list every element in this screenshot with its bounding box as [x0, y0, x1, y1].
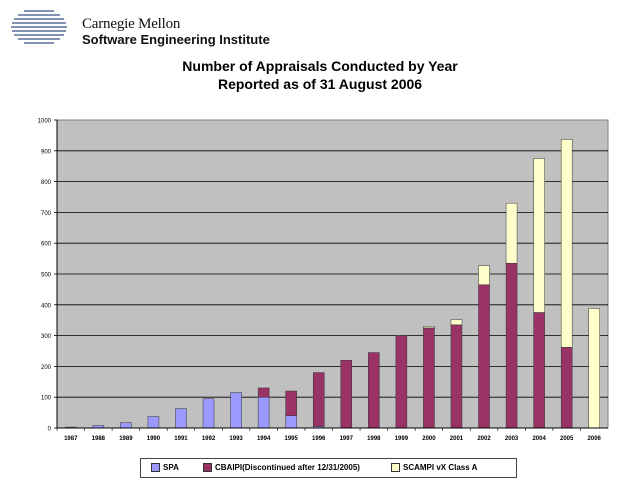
x-tick-label: 2004 — [532, 436, 546, 442]
x-tick-label: 1994 — [257, 436, 271, 442]
bar-segment — [478, 284, 490, 429]
y-tick-label: 800 — [41, 180, 52, 186]
bar-segment — [230, 392, 242, 429]
x-tick-label: 2003 — [505, 436, 519, 442]
y-tick-label: 300 — [41, 334, 52, 340]
x-tick-label: 1996 — [312, 436, 326, 442]
x-tick-label: 1989 — [119, 436, 133, 442]
legend-item-cbaipi: CBAIPI(Discontinued after 12/31/2005) — [203, 463, 360, 473]
bar-segment — [478, 265, 490, 286]
x-tick-label: 2005 — [560, 436, 574, 442]
bar-segment — [395, 335, 408, 429]
bar-segment — [340, 359, 353, 429]
bar-segment — [285, 390, 297, 416]
legend-label-cbaipi: CBAIPI(Discontinued after 12/31/2005) — [215, 463, 360, 472]
chart-subtitle: Reported as of 31 August 2006 — [217, 76, 423, 92]
x-tick-label: 1991 — [174, 436, 188, 442]
chart-title: Number of Appraisals Conducted by Year — [182, 58, 458, 74]
x-tick-label: 1997 — [340, 436, 354, 442]
y-tick-label: 1000 — [38, 119, 52, 125]
bar-segment — [533, 312, 545, 429]
y-tick-label: 200 — [41, 365, 52, 371]
y-tick-label: 600 — [41, 242, 52, 248]
bar-segment — [147, 416, 160, 429]
bar-segment — [560, 347, 573, 429]
bar-segment — [257, 396, 270, 429]
legend-label-scampi: SCAMPI vX Class A — [403, 463, 478, 472]
x-tick-label: 1988 — [92, 436, 106, 442]
chart-legend: SPA CBAIPI(Discontinued after 12/31/2005… — [140, 458, 517, 478]
bar-segment — [312, 372, 325, 427]
x-tick-label: 2001 — [450, 436, 464, 442]
bar-segment — [368, 352, 380, 429]
bar-segment — [533, 158, 545, 313]
y-tick-label: 0 — [48, 427, 52, 433]
bar-segment — [560, 139, 573, 348]
bar-segment — [588, 308, 600, 429]
bar-segment — [202, 398, 215, 429]
x-tick-label: 1998 — [367, 436, 381, 442]
y-tick-label: 700 — [41, 211, 52, 217]
legend-swatch-spa — [151, 463, 160, 473]
bar-segment — [505, 202, 518, 264]
x-tick-label: 1990 — [147, 436, 161, 442]
org-name-line1: Carnegie Mellon — [82, 16, 181, 32]
y-tick-label: 100 — [41, 396, 52, 402]
bar-segment — [285, 415, 297, 429]
bar-segment — [505, 262, 518, 429]
x-tick-label: 2006 — [588, 436, 602, 442]
bar-segment — [423, 327, 435, 429]
x-tick-label: 1993 — [229, 436, 243, 442]
sei-globe-logo-icon — [11, 10, 67, 44]
x-tick-label: 1995 — [284, 436, 298, 442]
sei-logo: Carnegie Mellon Software Engineering Ins… — [10, 8, 270, 48]
x-tick-label: 2000 — [422, 436, 436, 442]
legend-swatch-cbaipi — [203, 463, 212, 473]
legend-item-scampi: SCAMPI vX Class A — [391, 463, 477, 473]
bar-segment — [257, 387, 270, 398]
legend-swatch-scampi — [391, 463, 400, 473]
y-tick-label: 400 — [41, 303, 52, 309]
bar-segment — [120, 422, 132, 429]
x-tick-label: 1999 — [395, 436, 409, 442]
bar-segment — [450, 324, 463, 429]
y-tick-label: 500 — [41, 273, 52, 279]
org-name-line2: Software Engineering Institute — [82, 32, 270, 47]
bar-segment — [175, 408, 187, 429]
bar-segment — [450, 319, 463, 326]
x-tick-label: 2002 — [477, 436, 491, 442]
x-tick-label: 1992 — [202, 436, 216, 442]
y-tick-label: 900 — [41, 149, 52, 155]
bar-segment — [423, 326, 435, 329]
x-tick-label: 1987 — [64, 436, 78, 442]
legend-label-spa: SPA — [163, 463, 179, 472]
legend-item-spa: SPA — [151, 463, 179, 473]
